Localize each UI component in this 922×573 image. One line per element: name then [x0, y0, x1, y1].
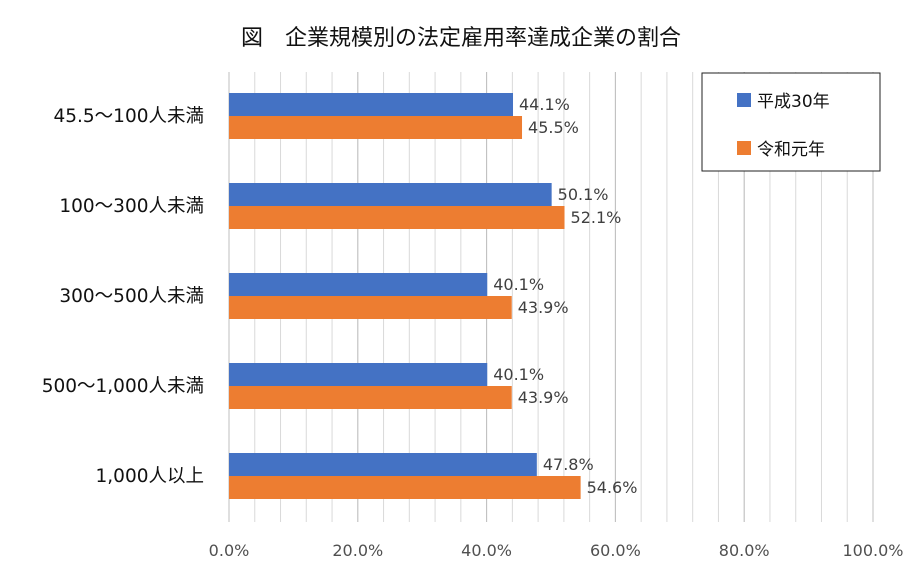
bar-r1 — [229, 206, 565, 229]
x-tick-label: 40.0% — [461, 541, 512, 560]
bar-h30 — [229, 453, 537, 476]
category-label: 100～300人未満 — [59, 196, 204, 217]
legend-swatch — [737, 93, 751, 107]
bar-r1 — [229, 296, 512, 319]
bar-r1 — [229, 476, 581, 499]
data-label: 54.6% — [587, 478, 638, 497]
bar-h30 — [229, 93, 514, 116]
bar-h30 — [229, 363, 488, 386]
data-label: 50.1% — [558, 185, 609, 204]
x-tick-label: 20.0% — [332, 541, 383, 560]
bar-h30 — [229, 183, 552, 206]
x-tick-label: 0.0% — [209, 541, 250, 560]
bar-r1 — [229, 386, 512, 409]
bar-r1 — [229, 116, 523, 139]
data-label: 52.1% — [571, 208, 622, 227]
category-label: 300～500人未満 — [59, 286, 204, 307]
legend-swatch — [737, 141, 751, 155]
data-label: 45.5% — [528, 118, 579, 137]
data-label: 40.1% — [493, 365, 544, 384]
chart-title: 図 企業規模別の法定雇用率達成企業の割合 — [240, 26, 681, 51]
x-tick-label: 100.0% — [842, 541, 903, 560]
data-label: 47.8% — [543, 455, 594, 474]
data-label: 43.9% — [518, 298, 569, 317]
category-label: 1,000人以上 — [96, 466, 204, 487]
bar-h30 — [229, 273, 488, 296]
x-tick-label: 60.0% — [590, 541, 641, 560]
x-tick-label: 80.0% — [719, 541, 770, 560]
legend-label: 令和元年 — [757, 140, 825, 160]
legend-box — [701, 72, 881, 172]
data-label: 43.9% — [518, 388, 569, 407]
category-label: 45.5～100人未満 — [53, 106, 204, 127]
legend-label: 平成30年 — [757, 92, 830, 112]
data-label: 44.1% — [519, 95, 570, 114]
data-label: 40.1% — [493, 275, 544, 294]
category-label: 500～1,000人未満 — [42, 376, 204, 397]
